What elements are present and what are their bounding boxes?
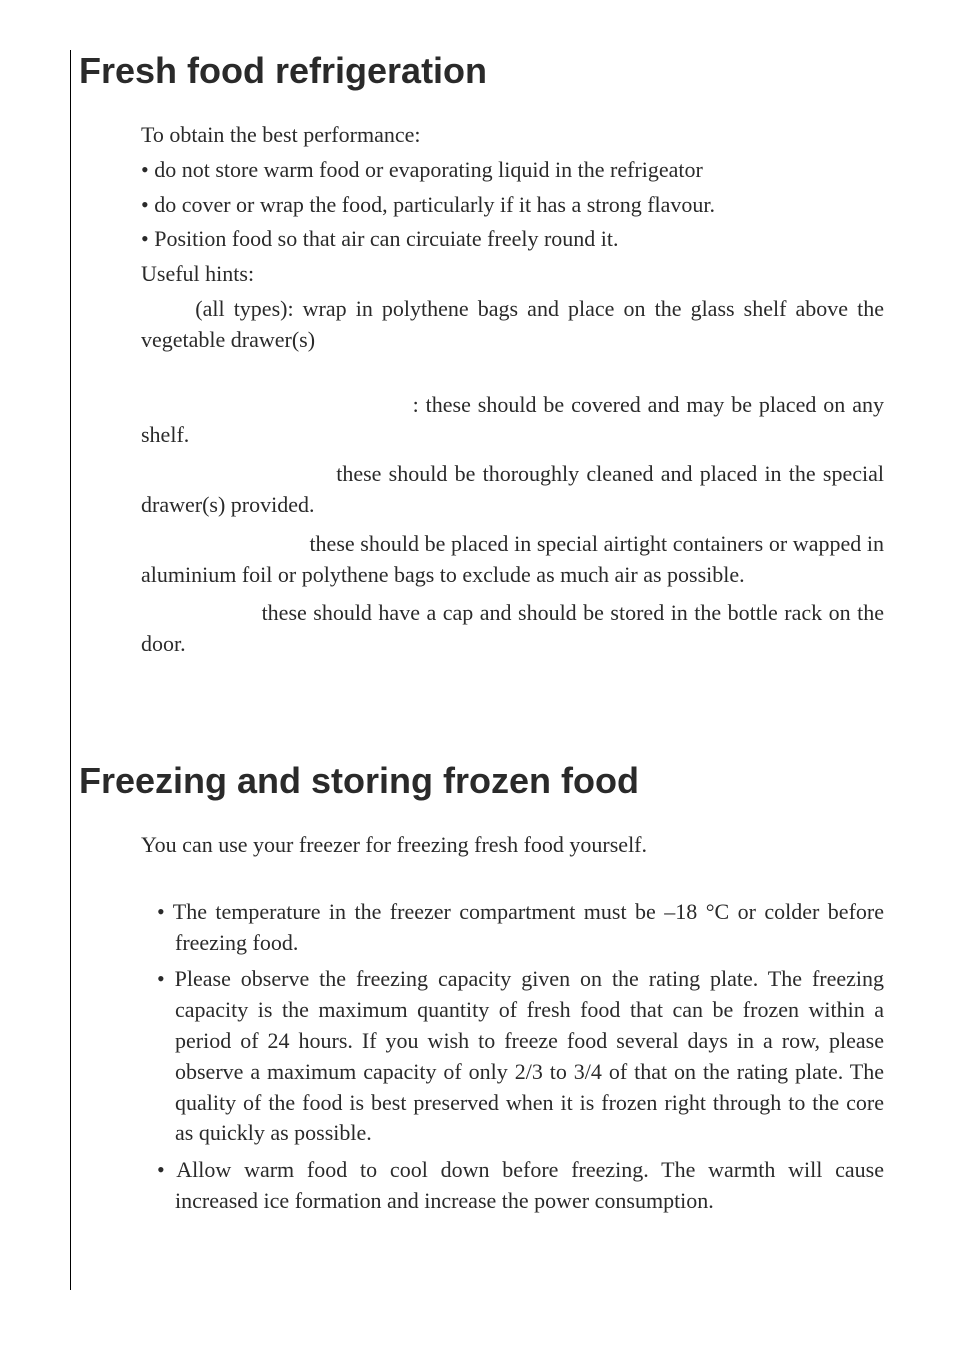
bullet-item: Allow warm food to cool down before free…: [147, 1155, 884, 1217]
hint-text: these should have a cap and should be st…: [141, 600, 884, 656]
bullet-item: The temperature in the freezer compartme…: [147, 897, 884, 959]
performance-bullets: do not store warm food or evaporating li…: [141, 155, 884, 255]
hint-fruit: Fruit and vegetables: these should be th…: [141, 459, 884, 521]
hint-cooked: Cooked food, cold dishes, etc.: these sh…: [141, 390, 884, 452]
hint-butter: Butter and cheese: these should be place…: [141, 529, 884, 591]
bullet-item: do cover or wrap the food, particularly …: [141, 190, 884, 221]
hint-text: (all types): wrap in polythene bags and …: [141, 296, 884, 352]
hint-meat: Meat (all types): wrap in polythene bags…: [141, 294, 884, 356]
hint-text: these should be thoroughly cleaned and p…: [141, 461, 884, 517]
bullet-item: do not store warm food or evaporating li…: [141, 155, 884, 186]
hint-milk: Milk bottles: these should have a cap an…: [141, 598, 884, 660]
spacer: [141, 364, 884, 390]
hint-text: these should be placed in special airtig…: [141, 531, 884, 587]
freezing-bullets: The temperature in the freezer compartme…: [141, 897, 884, 1217]
bullet-item: Please observe the freezing capacity giv…: [147, 964, 884, 1149]
section-freezing: Freezing and storing frozen food You can…: [141, 760, 884, 1217]
useful-hints-label: Useful hints:: [141, 259, 884, 290]
intro-text: To obtain the best performance:: [141, 120, 884, 151]
page: Fresh food refrigeration To obtain the b…: [0, 0, 954, 1340]
section-title-fresh-food: Fresh food refrigeration: [71, 50, 884, 92]
content-column: Fresh food refrigeration To obtain the b…: [70, 50, 884, 1290]
spacer: [141, 865, 884, 891]
hint-text: : these should be covered and may be pla…: [141, 392, 884, 448]
section-title-freezing: Freezing and storing frozen food: [71, 760, 884, 802]
bullet-item: Position food so that air can circuiate …: [141, 224, 884, 255]
freezing-intro: You can use your freezer for freezing fr…: [141, 830, 884, 861]
